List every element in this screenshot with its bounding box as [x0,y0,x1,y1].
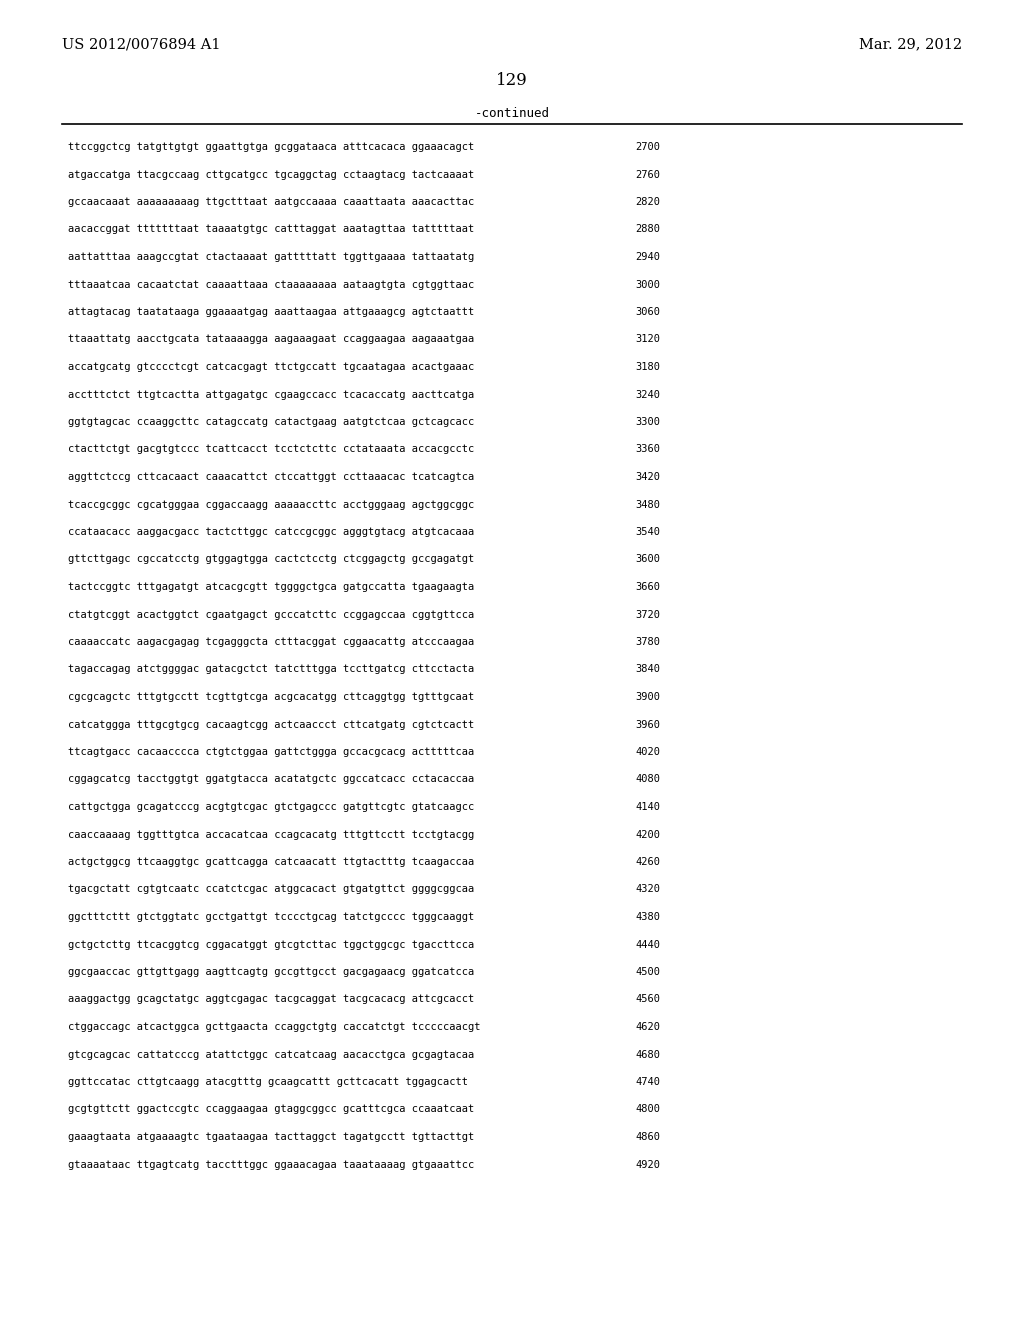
Text: 3720: 3720 [635,610,660,619]
Text: ctggaccagc atcactggca gcttgaacta ccaggctgtg caccatctgt tcccccaacgt: ctggaccagc atcactggca gcttgaacta ccaggct… [68,1022,480,1032]
Text: gccaacaaat aaaaaaaaag ttgctttaat aatgccaaaa caaattaata aaacacttac: gccaacaaat aaaaaaaaag ttgctttaat aatgcca… [68,197,474,207]
Text: attagtacag taatataaga ggaaaatgag aaattaagaa attgaaagcg agtctaattt: attagtacag taatataaga ggaaaatgag aaattaa… [68,308,474,317]
Text: gctgctcttg ttcacggtcg cggacatggt gtcgtcttac tggctggcgc tgaccttcca: gctgctcttg ttcacggtcg cggacatggt gtcgtct… [68,940,474,949]
Text: caaaaccatc aagacgagag tcgagggcta ctttacggat cggaacattg atcccaagaa: caaaaccatc aagacgagag tcgagggcta ctttacg… [68,638,474,647]
Text: 2820: 2820 [635,197,660,207]
Text: US 2012/0076894 A1: US 2012/0076894 A1 [62,37,220,51]
Text: actgctggcg ttcaaggtgc gcattcagga catcaacatt ttgtactttg tcaagaccaa: actgctggcg ttcaaggtgc gcattcagga catcaac… [68,857,474,867]
Text: acctttctct ttgtcactta attgagatgc cgaagccacc tcacaccatg aacttcatga: acctttctct ttgtcactta attgagatgc cgaagcc… [68,389,474,400]
Text: gcgtgttctt ggactccgtc ccaggaagaa gtaggcggcc gcatttcgca ccaaatcaat: gcgtgttctt ggactccgtc ccaggaagaa gtaggcg… [68,1105,474,1114]
Text: gtcgcagcac cattatcccg atattctggc catcatcaag aacacctgca gcgagtacaa: gtcgcagcac cattatcccg atattctggc catcatc… [68,1049,474,1060]
Text: 3120: 3120 [635,334,660,345]
Text: 4740: 4740 [635,1077,660,1086]
Text: 4860: 4860 [635,1133,660,1142]
Text: aacaccggat tttttttaat taaaatgtgc catttaggat aaatagttaa tatttttaat: aacaccggat tttttttaat taaaatgtgc catttag… [68,224,474,235]
Text: ttccggctcg tatgttgtgt ggaattgtga gcggataaca atttcacaca ggaaacagct: ttccggctcg tatgttgtgt ggaattgtga gcggata… [68,143,474,152]
Text: catcatggga tttgcgtgcg cacaagtcgg actcaaccct cttcatgatg cgtctcactt: catcatggga tttgcgtgcg cacaagtcgg actcaac… [68,719,474,730]
Text: 129: 129 [496,73,528,88]
Text: 3660: 3660 [635,582,660,591]
Text: cattgctgga gcagatcccg acgtgtcgac gtctgagccc gatgttcgtc gtatcaagcc: cattgctgga gcagatcccg acgtgtcgac gtctgag… [68,803,474,812]
Text: 3840: 3840 [635,664,660,675]
Text: 2760: 2760 [635,169,660,180]
Text: 3000: 3000 [635,280,660,289]
Text: ttaaattatg aacctgcata tataaaagga aagaaagaat ccaggaagaa aagaaatgaa: ttaaattatg aacctgcata tataaaagga aagaaag… [68,334,474,345]
Text: caaccaaaag tggtttgtca accacatcaa ccagcacatg tttgttcctt tcctgtacgg: caaccaaaag tggtttgtca accacatcaa ccagcac… [68,829,474,840]
Text: ggtgtagcac ccaaggcttc catagccatg catactgaag aatgtctcaa gctcagcacc: ggtgtagcac ccaaggcttc catagccatg catactg… [68,417,474,426]
Text: 3780: 3780 [635,638,660,647]
Text: gtaaaataac ttgagtcatg tacctttggc ggaaacagaa taaataaaag gtgaaattcc: gtaaaataac ttgagtcatg tacctttggc ggaaaca… [68,1159,474,1170]
Text: atgaccatga ttacgccaag cttgcatgcc tgcaggctag cctaagtacg tactcaaaat: atgaccatga ttacgccaag cttgcatgcc tgcaggc… [68,169,474,180]
Text: 4320: 4320 [635,884,660,895]
Text: ggttccatac cttgtcaagg atacgtttg gcaagcattt gcttcacatt tggagcactt: ggttccatac cttgtcaagg atacgtttg gcaagcat… [68,1077,468,1086]
Text: 3600: 3600 [635,554,660,565]
Text: 3420: 3420 [635,473,660,482]
Text: gaaagtaata atgaaaagtc tgaataagaa tacttaggct tagatgcctt tgttacttgt: gaaagtaata atgaaaagtc tgaataagaa tacttag… [68,1133,474,1142]
Text: 2700: 2700 [635,143,660,152]
Text: 3360: 3360 [635,445,660,454]
Text: tttaaatcaa cacaatctat caaaattaaa ctaaaaaaaa aataagtgta cgtggttaac: tttaaatcaa cacaatctat caaaattaaa ctaaaaa… [68,280,474,289]
Text: 3900: 3900 [635,692,660,702]
Text: 4620: 4620 [635,1022,660,1032]
Text: 2880: 2880 [635,224,660,235]
Text: ttcagtgacc cacaacccca ctgtctggaa gattctggga gccacgcacg actttttcaa: ttcagtgacc cacaacccca ctgtctggaa gattctg… [68,747,474,756]
Text: 4260: 4260 [635,857,660,867]
Text: tagaccagag atctggggac gatacgctct tatctttgga tccttgatcg cttcctacta: tagaccagag atctggggac gatacgctct tatcttt… [68,664,474,675]
Text: 4440: 4440 [635,940,660,949]
Text: 4500: 4500 [635,968,660,977]
Text: 2940: 2940 [635,252,660,261]
Text: 4560: 4560 [635,994,660,1005]
Text: 3960: 3960 [635,719,660,730]
Text: tcaccgcggc cgcatgggaa cggaccaagg aaaaaccttc acctgggaag agctggcggc: tcaccgcggc cgcatgggaa cggaccaagg aaaaacc… [68,499,474,510]
Text: 3480: 3480 [635,499,660,510]
Text: tactccggtc tttgagatgt atcacgcgtt tggggctgca gatgccatta tgaagaagta: tactccggtc tttgagatgt atcacgcgtt tggggct… [68,582,474,591]
Text: accatgcatg gtcccctcgt catcacgagt ttctgccatt tgcaatagaa acactgaaac: accatgcatg gtcccctcgt catcacgagt ttctgcc… [68,362,474,372]
Text: 4020: 4020 [635,747,660,756]
Text: aggttctccg cttcacaact caaacattct ctccattggt ccttaaacac tcatcagtca: aggttctccg cttcacaact caaacattct ctccatt… [68,473,474,482]
Text: 3300: 3300 [635,417,660,426]
Text: -continued: -continued [474,107,550,120]
Text: ctatgtcggt acactggtct cgaatgagct gcccatcttc ccggagccaa cggtgttcca: ctatgtcggt acactggtct cgaatgagct gcccatc… [68,610,474,619]
Text: 3060: 3060 [635,308,660,317]
Text: aattatttaa aaagccgtat ctactaaaat gatttttatt tggttgaaaa tattaatatg: aattatttaa aaagccgtat ctactaaaat gattttt… [68,252,474,261]
Text: 4380: 4380 [635,912,660,921]
Text: 4920: 4920 [635,1159,660,1170]
Text: ctacttctgt gacgtgtccc tcattcacct tcctctcttc cctataaata accacgcctc: ctacttctgt gacgtgtccc tcattcacct tcctctc… [68,445,474,454]
Text: 3540: 3540 [635,527,660,537]
Text: tgacgctatt cgtgtcaatc ccatctcgac atggcacact gtgatgttct ggggcggcaa: tgacgctatt cgtgtcaatc ccatctcgac atggcac… [68,884,474,895]
Text: ggctttcttt gtctggtatc gcctgattgt tcccctgcag tatctgcccc tgggcaaggt: ggctttcttt gtctggtatc gcctgattgt tcccctg… [68,912,474,921]
Text: Mar. 29, 2012: Mar. 29, 2012 [859,37,962,51]
Text: 4680: 4680 [635,1049,660,1060]
Text: 3180: 3180 [635,362,660,372]
Text: 4080: 4080 [635,775,660,784]
Text: cggagcatcg tacctggtgt ggatgtacca acatatgctc ggccatcacc cctacaccaa: cggagcatcg tacctggtgt ggatgtacca acatatg… [68,775,474,784]
Text: 4200: 4200 [635,829,660,840]
Text: aaaggactgg gcagctatgc aggtcgagac tacgcaggat tacgcacacg attcgcacct: aaaggactgg gcagctatgc aggtcgagac tacgcag… [68,994,474,1005]
Text: gttcttgagc cgccatcctg gtggagtgga cactctcctg ctcggagctg gccgagatgt: gttcttgagc cgccatcctg gtggagtgga cactctc… [68,554,474,565]
Text: cgcgcagctc tttgtgcctt tcgttgtcga acgcacatgg cttcaggtgg tgtttgcaat: cgcgcagctc tttgtgcctt tcgttgtcga acgcaca… [68,692,474,702]
Text: ccataacacc aaggacgacc tactcttggc catccgcggc agggtgtacg atgtcacaaa: ccataacacc aaggacgacc tactcttggc catccgc… [68,527,474,537]
Text: ggcgaaccac gttgttgagg aagttcagtg gccgttgcct gacgagaacg ggatcatcca: ggcgaaccac gttgttgagg aagttcagtg gccgttg… [68,968,474,977]
Text: 4140: 4140 [635,803,660,812]
Text: 3240: 3240 [635,389,660,400]
Text: 4800: 4800 [635,1105,660,1114]
